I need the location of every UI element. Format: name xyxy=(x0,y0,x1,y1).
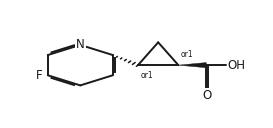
Polygon shape xyxy=(178,63,206,68)
Text: O: O xyxy=(203,88,212,102)
Text: N: N xyxy=(76,38,85,51)
Text: or1: or1 xyxy=(180,50,193,59)
Text: OH: OH xyxy=(227,59,245,72)
Text: F: F xyxy=(36,69,43,82)
Text: or1: or1 xyxy=(141,71,153,80)
